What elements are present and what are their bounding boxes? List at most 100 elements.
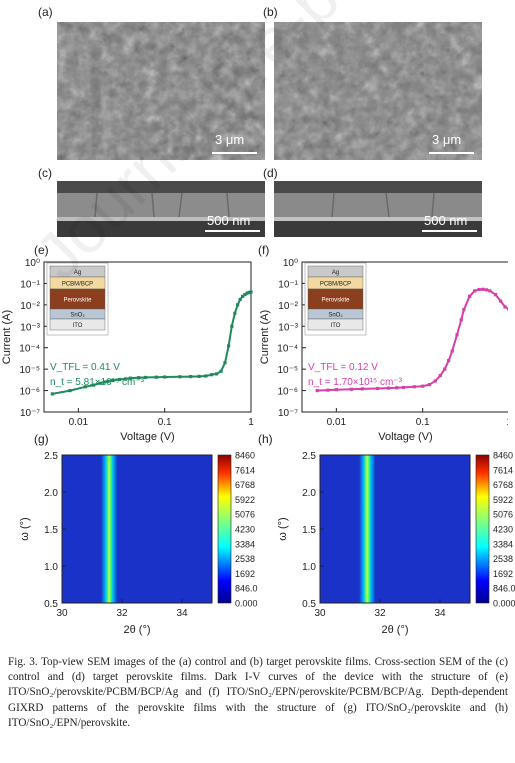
scale-bar-a (212, 152, 257, 154)
heatmap-field (320, 455, 470, 603)
y-tick-label: 2.0 (302, 488, 316, 499)
y-tick-label: 10⁻⁶ (277, 387, 298, 398)
scale-bar-c (205, 230, 260, 232)
panel-label-a: (a) (38, 5, 53, 19)
scale-label-a: 3 μm (215, 132, 245, 147)
y-axis-label: ω (°) (277, 517, 289, 540)
panel-label-e: (e) (34, 243, 49, 257)
plot-frame (43, 261, 252, 413)
scale-label-b: 3 μm (432, 132, 462, 147)
sem-cross-section-d: 500 nm (274, 181, 482, 237)
iv-curve (317, 288, 508, 392)
device-layer (307, 318, 364, 331)
x-tick-label: 1 (506, 417, 508, 428)
panel-label-c: (c) (38, 166, 52, 180)
data-point (249, 290, 253, 294)
colorbar-tick-label: 5076 (493, 510, 513, 520)
colorbar-tick-label: 4230 (493, 525, 513, 535)
y-tick-label: 1.0 (302, 562, 316, 573)
device-layer-label: Perovskite (321, 298, 350, 304)
scale-label-c: 500 nm (207, 213, 251, 228)
colorbar-tick-label: 3384 (493, 539, 513, 549)
y-tick-label: 10⁻⁶ (19, 387, 40, 398)
y-tick-label: 1.5 (302, 525, 316, 536)
device-layer-label: ITO (331, 323, 341, 329)
sem-image-a: 3 μm (57, 22, 265, 160)
colorbar-tick-label: 2538 (235, 554, 255, 564)
colorbar-tick-label: 1692 (235, 569, 255, 579)
y-tick-label: 10⁻² (278, 301, 298, 312)
x-tick-label: 32 (374, 608, 386, 619)
heatmap-g: 30 32 34 0.5 1.0 1.5 2.0 2.5 2θ (°) ω (°) 8460 7614… (19, 451, 258, 637)
y-tick-label: 10⁻³ (20, 322, 40, 333)
device-layer-label: Perovskite (63, 298, 92, 304)
y-tick-label: 10⁻⁷ (278, 408, 298, 419)
colorbar-tick-label: 8460 (235, 451, 255, 461)
panel-label-g: (g) (34, 432, 49, 446)
device-layer-label: PCBM/BCP (320, 282, 351, 288)
figure-caption: Fig. 3. Top-view SEM images of the (a) c… (8, 656, 508, 729)
scale-bar-d (422, 230, 477, 232)
y-tick-label: 10⁻⁴ (277, 344, 298, 355)
vtfl-annotation: V_TFL = 0.41 V (50, 362, 120, 373)
colorbar-tick-label: 0.000 (493, 599, 515, 609)
colorbar-tick-label: 7614 (493, 465, 513, 475)
x-tick-label: 32 (116, 608, 128, 619)
device-layer-label: Ag (74, 270, 81, 276)
colorbar-tick-label: 6768 (235, 480, 255, 490)
scale-bar-b (429, 152, 474, 154)
y-tick-label: 10⁻⁵ (277, 365, 298, 376)
x-tick-label: 1 (248, 417, 254, 428)
sem-image-b: 3 μm (274, 22, 482, 160)
colorbar-tick-label: 846.0 (235, 584, 258, 594)
plot-frame (301, 261, 508, 413)
data-point (50, 392, 54, 396)
y-tick-label: 10⁰ (283, 258, 298, 269)
chart-e: 10⁻⁷ 10⁻⁶ 10⁻⁵ 10⁻⁴ 10⁻³ 10⁻² 10⁻¹ 10⁰ 0.01 0.1 1 V… (1, 258, 254, 443)
colorbar-tick-label: 5922 (493, 495, 513, 505)
device-layer-label: SnO₂ (328, 313, 343, 319)
y-tick-label: 10⁻⁵ (19, 365, 40, 376)
device-layer-label: Ag (332, 270, 339, 276)
x-tick-label: 0.01 (69, 417, 89, 428)
colorbar-tick-label: 3384 (235, 539, 255, 549)
iv-curve (52, 291, 252, 395)
device-layer-label: ITO (73, 323, 83, 329)
colorbar-tick-label: 5922 (235, 495, 255, 505)
y-tick-label: 10⁻¹ (278, 279, 298, 290)
colorbar-tick-label: 2538 (493, 554, 513, 564)
heatmap-h: 30 32 34 0.5 1.0 1.5 2.0 2.5 2θ (°) ω (°) 8460 7614… (277, 451, 515, 637)
y-tick-label: 2.0 (44, 488, 58, 499)
device-layer-label: PCBM/BCP (62, 282, 93, 288)
colorbar-tick-label: 7614 (235, 465, 255, 475)
panel-label-h: (h) (258, 432, 273, 446)
x-tick-label: 0.1 (416, 417, 430, 428)
y-axis-label: Current (A) (1, 310, 13, 364)
y-tick-label: 10⁰ (25, 258, 40, 269)
colorbar-tick-label: 846.0 (493, 584, 515, 594)
colorbar-tick-label: 0.000 (235, 599, 258, 609)
x-axis-label: Voltage (V) (378, 431, 432, 443)
y-tick-label: 0.5 (302, 599, 316, 610)
y-tick-label: 10⁻¹ (20, 279, 40, 290)
x-axis-label: 2θ (°) (381, 624, 408, 636)
x-axis-label: Voltage (V) (120, 431, 174, 443)
colorbar-tick-label: 4230 (235, 525, 255, 535)
colorbar-tick-label: 1692 (493, 569, 513, 579)
panel-label-d: (d) (263, 166, 278, 180)
scale-label-d: 500 nm (424, 213, 468, 228)
x-tick-label: 34 (434, 608, 446, 619)
x-tick-label: 30 (56, 608, 68, 619)
y-tick-label: 10⁻⁷ (20, 408, 40, 419)
colorbar-tick-label: 8460 (493, 451, 513, 461)
heatmap-field (62, 455, 212, 603)
y-axis-label: ω (°) (19, 517, 31, 540)
y-axis-label: Current (A) (259, 310, 271, 364)
y-tick-label: 1.0 (44, 562, 58, 573)
nt-annotation: n_t = 5.81×10¹⁵ cm⁻³ (50, 377, 145, 388)
y-tick-label: 2.5 (302, 451, 316, 462)
panel-label-b: (b) (263, 5, 278, 19)
device-layer-label: SnO₂ (70, 313, 85, 319)
device-layer (49, 318, 106, 331)
x-tick-label: 30 (314, 608, 326, 619)
